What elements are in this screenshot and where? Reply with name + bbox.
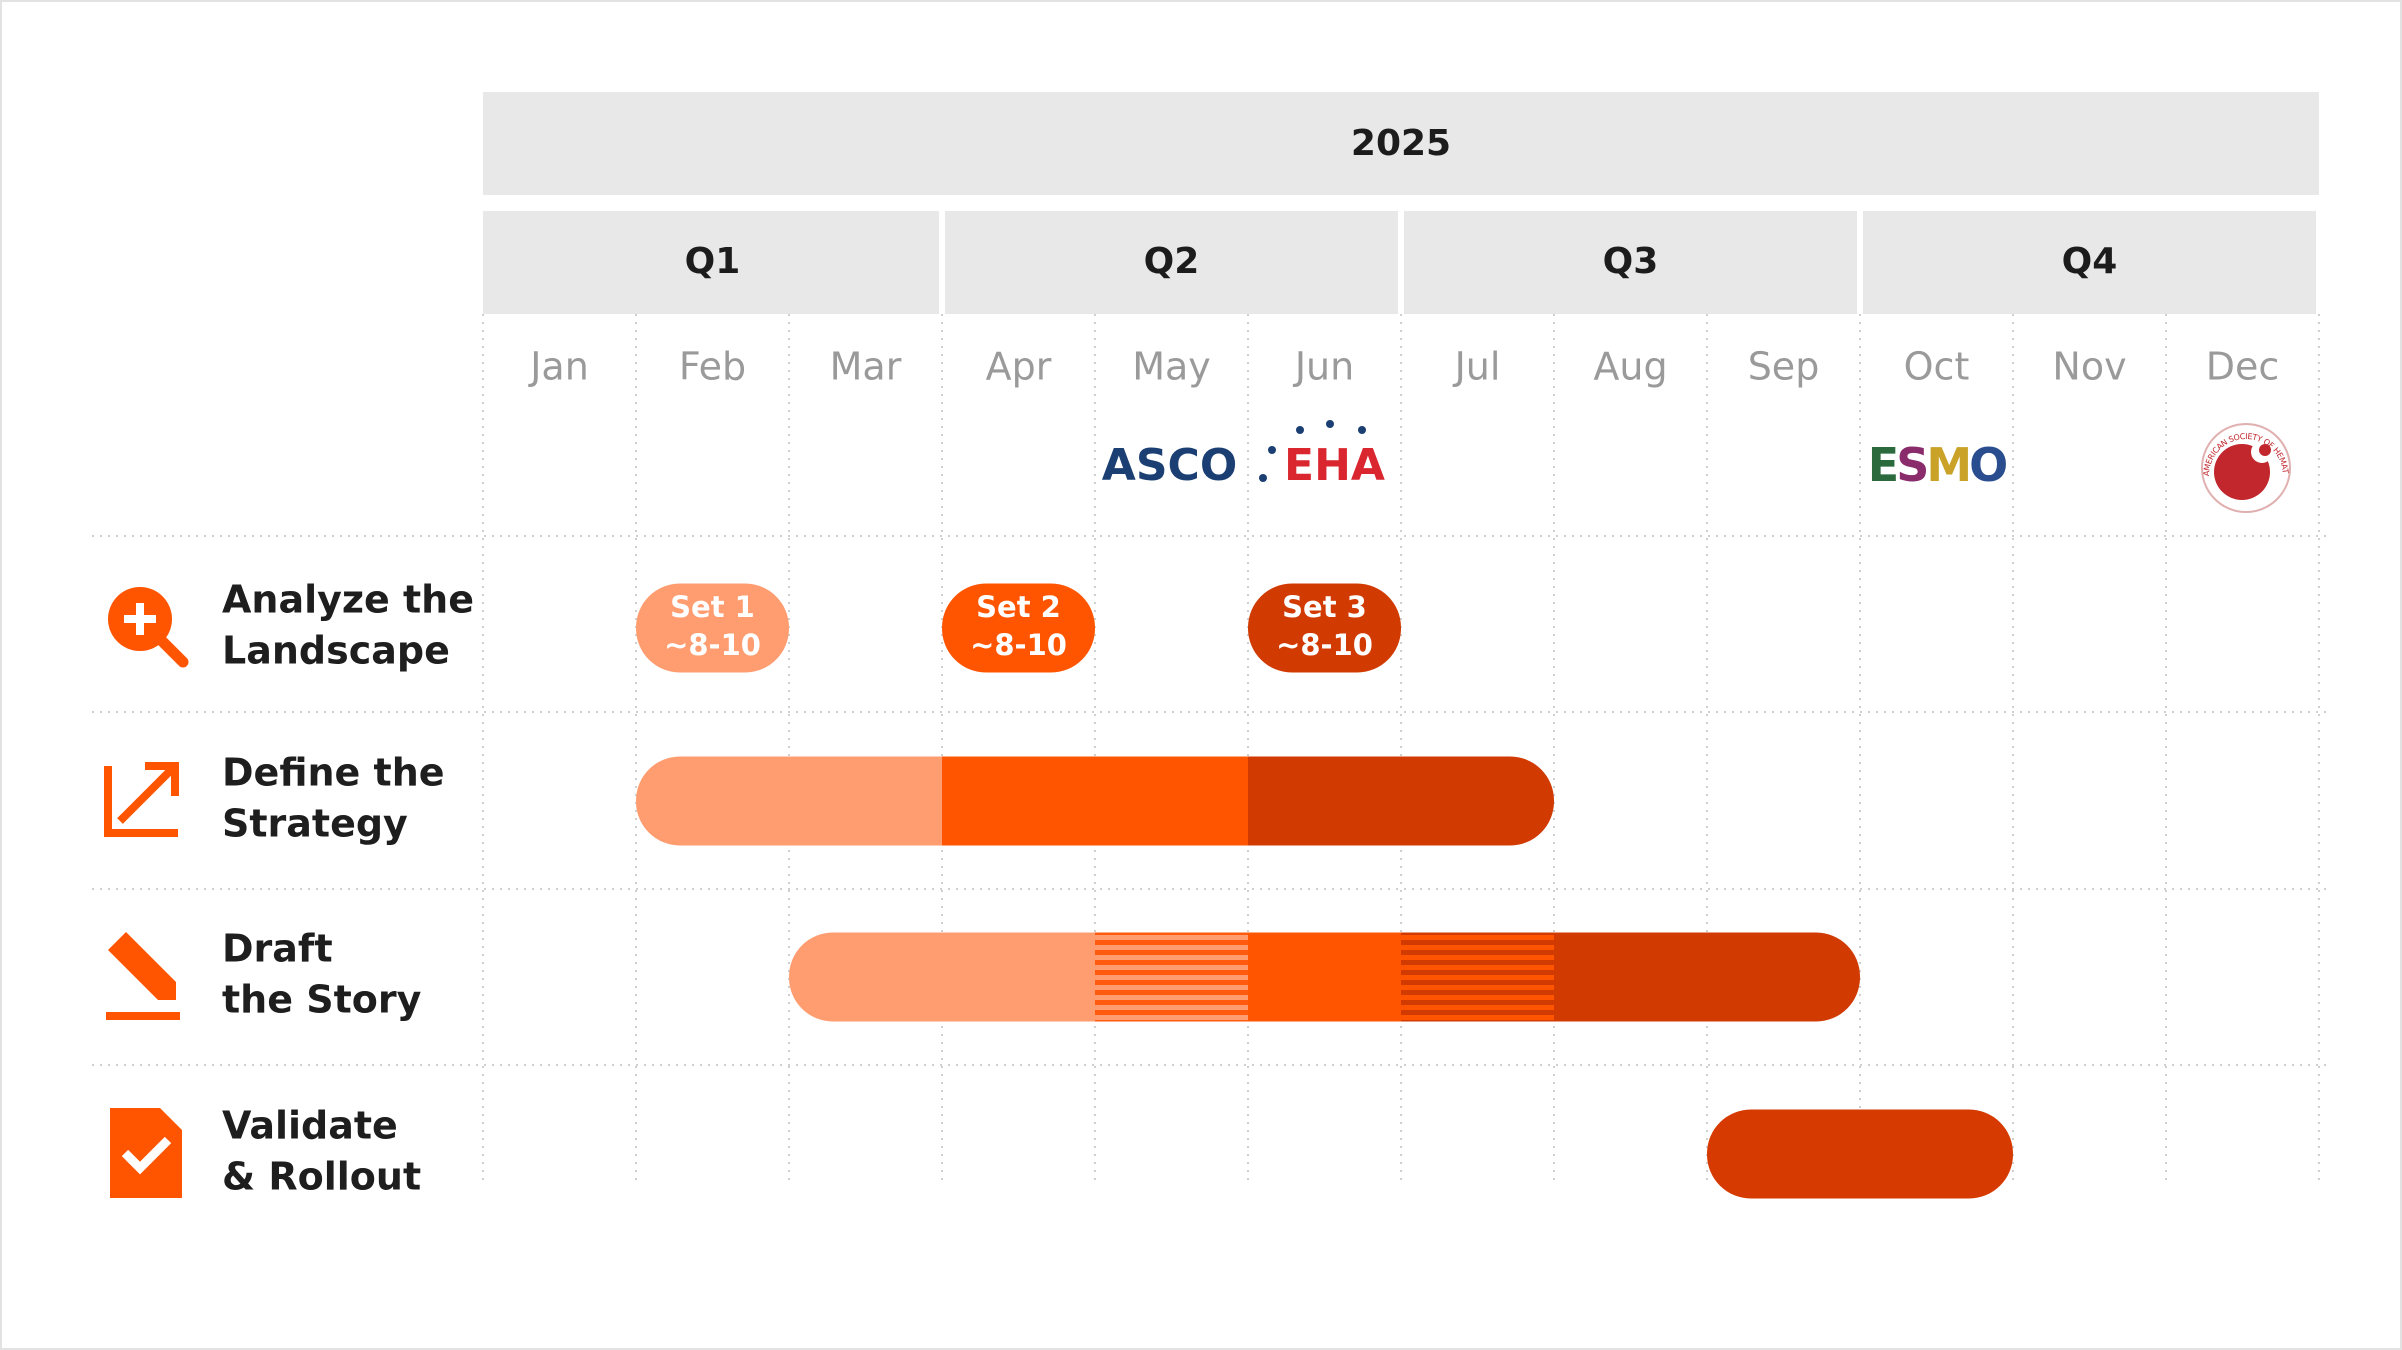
bar-segment bbox=[1707, 1109, 2013, 1199]
quarter-label: Q3 bbox=[1603, 241, 1659, 282]
month-label: Apr bbox=[986, 345, 1052, 389]
month-label: Feb bbox=[679, 345, 746, 389]
bar-segment bbox=[789, 932, 1096, 1022]
row-label: Analyze the bbox=[222, 578, 474, 622]
icon-document bbox=[110, 1108, 182, 1198]
set-pill bbox=[636, 583, 789, 673]
bar-segment bbox=[1248, 756, 1554, 846]
year-label: 2025 bbox=[1351, 123, 1451, 164]
ash-ring bbox=[2201, 423, 2291, 513]
set-name: Set 1 bbox=[670, 590, 755, 624]
month-label: Sep bbox=[1748, 345, 1820, 389]
bar-segment bbox=[636, 756, 943, 846]
row-label: the Story bbox=[222, 978, 422, 1022]
icon-check bbox=[121, 1136, 172, 1175]
eha-star bbox=[1296, 426, 1304, 434]
set-count: ~8-10 bbox=[1276, 628, 1373, 662]
eha-star bbox=[1326, 420, 1334, 428]
icon-magnifier-handle bbox=[157, 636, 189, 668]
bar-segment bbox=[1248, 932, 1402, 1022]
month-label: Jan bbox=[528, 345, 589, 389]
row-label: Strategy bbox=[222, 802, 408, 846]
phase-bar bbox=[636, 756, 1554, 846]
set-count: ~8-10 bbox=[970, 628, 1067, 662]
month-label: Nov bbox=[2052, 345, 2126, 389]
month-label: Jun bbox=[1293, 345, 1354, 389]
quarter-label: Q4 bbox=[2062, 241, 2118, 282]
eha-star bbox=[1358, 426, 1366, 434]
icon-pencil-base bbox=[106, 1012, 180, 1020]
year-header bbox=[483, 92, 2319, 195]
eha-star bbox=[1268, 446, 1276, 454]
bar-segment bbox=[1095, 932, 1249, 1022]
ash-cell-dot bbox=[2259, 444, 2271, 456]
bar-segment bbox=[942, 756, 1249, 846]
esmo-logo: ESMO bbox=[1868, 438, 2006, 492]
eha-logo: EHA bbox=[1284, 440, 1385, 491]
bar-segment bbox=[1554, 932, 1860, 1022]
month-label: Aug bbox=[1593, 345, 1667, 389]
quarter-header bbox=[1404, 211, 1857, 314]
quarter-header bbox=[945, 211, 1398, 314]
quarter-label: Q2 bbox=[1144, 241, 1200, 282]
month-label: Oct bbox=[1904, 345, 1970, 389]
row-label: Define the bbox=[222, 751, 445, 795]
bar-segment bbox=[1401, 932, 1555, 1022]
icon-strategy bbox=[104, 762, 179, 837]
month-label: Dec bbox=[2206, 345, 2280, 389]
icon-pencil bbox=[108, 932, 176, 1000]
set-name: Set 3 bbox=[1282, 590, 1367, 624]
set-pill bbox=[942, 583, 1095, 673]
phase-bar bbox=[1707, 1109, 2013, 1199]
month-label: Jul bbox=[1453, 345, 1501, 389]
phase-bar bbox=[789, 932, 1860, 1022]
row-label: Draft bbox=[222, 927, 333, 971]
quarter-label: Q1 bbox=[685, 241, 741, 282]
quarter-header bbox=[1863, 211, 2316, 314]
month-label: Mar bbox=[830, 345, 902, 389]
month-label: May bbox=[1132, 345, 1211, 389]
eha-star bbox=[1259, 474, 1267, 482]
asco-logo: ASCO bbox=[1102, 440, 1237, 491]
set-count: ~8-10 bbox=[664, 628, 761, 662]
set-pill bbox=[1248, 583, 1401, 673]
row-label: Landscape bbox=[222, 629, 450, 673]
set-name: Set 2 bbox=[976, 590, 1061, 624]
quarter-header bbox=[483, 211, 939, 314]
icon-magnifier-plus bbox=[124, 603, 156, 635]
row-label: Validate bbox=[222, 1104, 398, 1148]
row-label: & Rollout bbox=[222, 1155, 421, 1199]
